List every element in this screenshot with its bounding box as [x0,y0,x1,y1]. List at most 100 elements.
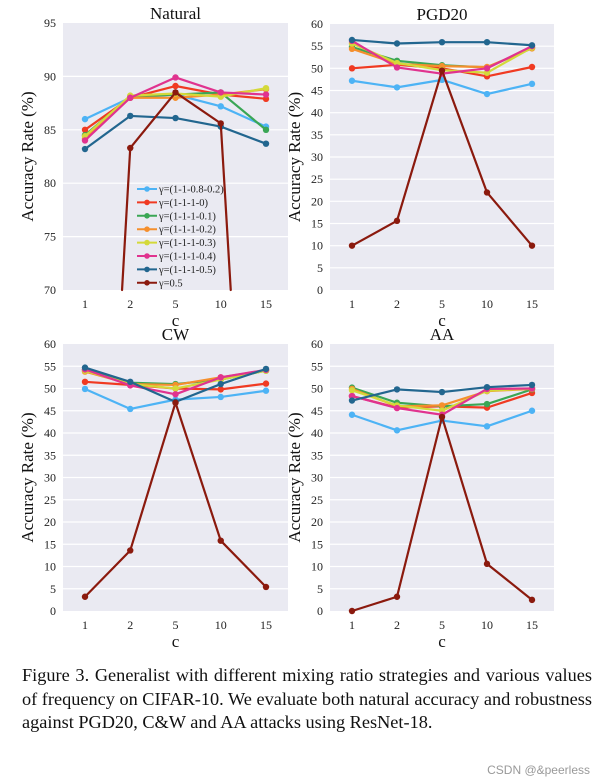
data-point [217,120,224,127]
legend-marker [144,266,150,273]
data-point [528,407,536,414]
legend-label: γ=(1-1-1-0.2) [158,225,216,236]
data-point [217,386,224,393]
data-point [393,217,401,225]
x-tick-label: 2 [127,297,133,311]
data-point [262,387,270,394]
series-segment-1 [485,391,534,409]
y-tick-label: 30 [311,150,323,164]
series-segment-5 [440,67,489,75]
data-point [483,189,491,196]
series-segment-4 [485,46,534,74]
data-point [217,380,224,388]
data-point [528,596,536,604]
series-segment-3 [174,376,222,387]
series-segment-0 [129,398,177,411]
y-tick-label: 25 [44,493,56,507]
series-segment-6 [395,388,444,394]
subplot-title: CW [162,325,190,344]
series-segment-2 [395,59,444,67]
series-segment-7 [395,415,444,598]
data-point [127,547,134,554]
data-point [528,42,536,49]
y-tick-label: 20 [311,515,323,529]
legend: γ=(1-1-0.8-0.2) γ=(1-1-1-0) γ=(1-1-1-0.1) γ… [137,185,224,289]
data-point [348,45,356,53]
x-tick-label: 5 [173,297,179,311]
data-point [348,397,356,404]
y-tick-label: 40 [311,106,323,120]
data-point [348,392,356,400]
y-tick-label: 45 [311,404,323,418]
x-tick-label: 5 [173,618,179,632]
series-segment-7 [485,562,534,601]
subplot-title: AA [430,325,455,344]
data-point [217,374,224,381]
data-point [127,112,134,120]
series-segment-6 [219,125,268,145]
y-tick-label: 20 [311,194,323,208]
y-tick-label: 30 [44,471,56,485]
x-axis-label: c [172,632,180,651]
data-point [348,411,356,418]
y-tick-label: 80 [44,176,56,190]
data-point [81,364,89,371]
series-segment-7 [350,595,399,613]
series-segment-0 [350,413,399,432]
data-point [217,89,224,96]
series-segment-5 [440,387,489,416]
data-point [217,537,224,544]
y-tick-label: 5 [50,582,56,596]
data-point [393,84,401,91]
y-tick-label: 30 [311,471,323,485]
data-point [81,145,89,153]
series-segment-0 [485,409,534,428]
series-segment-6 [350,38,399,45]
legend-marker [144,226,150,232]
y-tick-label: 15 [44,537,56,551]
series-segment-6 [350,388,399,402]
data-point [393,59,401,67]
data-point [127,378,134,386]
subplot-title: PGD20 [416,5,467,24]
data-point [262,365,270,373]
data-point [262,126,270,133]
data-point [348,387,356,394]
series-segment-0 [350,79,399,89]
x-tick-label: 1 [82,297,88,311]
y-tick-label: 25 [311,172,323,186]
x-axis-label: c [438,311,446,330]
series-segment-4 [174,92,222,98]
legend-marker [144,213,150,219]
y-tick-label: 45 [44,404,56,418]
data-point [528,242,536,249]
data-point [81,385,89,393]
series-segment-5 [174,76,222,94]
series-segment-0 [395,78,444,89]
series-segment-5 [219,91,268,96]
series-segment-0 [395,419,444,432]
data-point [262,140,270,147]
y-tick-label: 50 [311,61,323,75]
series-segment-7 [129,401,177,552]
data-point [81,378,89,386]
y-tick-label: 35 [311,128,323,142]
data-point [127,405,134,413]
data-point [393,593,401,600]
series-segment-0 [219,389,268,399]
series-segment-7 [83,549,132,598]
series-segment-4 [395,404,444,412]
data-point [81,593,89,600]
data-point [438,67,446,74]
y-tick-label: 35 [44,448,56,462]
series-segment-5 [129,384,177,396]
x-tick-label: 5 [439,618,445,632]
data-point [81,137,89,144]
series-segment-7 [120,146,132,292]
data-point [217,393,224,401]
data-point [393,386,401,393]
y-axis-label: Accuracy Rate (%) [285,412,304,542]
x-tick-label: 2 [127,618,133,632]
y-tick-label: 95 [44,16,56,30]
data-point [483,65,491,72]
